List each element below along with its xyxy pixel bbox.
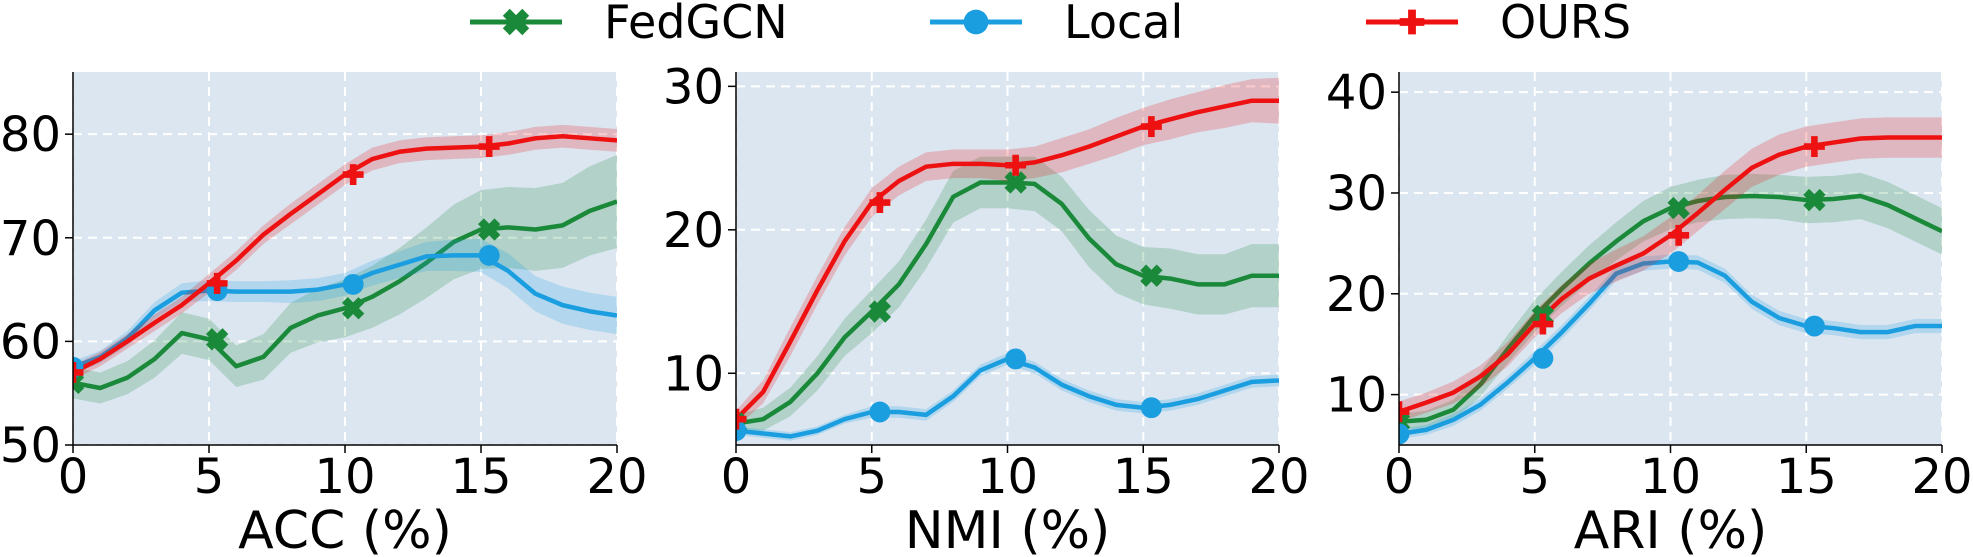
x-tick-label: 5 xyxy=(1519,449,1550,505)
y-tick-label: 40 xyxy=(1326,65,1387,121)
chart-panel-3: 0 5 10 15 20 10 20 30 40 ARI (%) xyxy=(1326,65,1973,557)
y-tick-label: 10 xyxy=(1326,368,1387,424)
point-local xyxy=(1532,347,1554,369)
point-fedgcn xyxy=(205,328,229,351)
point-local xyxy=(1399,423,1410,445)
legend-item-ours: OURS xyxy=(1366,0,1631,49)
line-fedgcn xyxy=(73,199,617,391)
series-group xyxy=(73,124,617,404)
x-axis-label: NMI (%) xyxy=(905,501,1111,557)
point-ours xyxy=(1532,313,1554,335)
chart-panel-1: 0 5 10 15 20 50 60 70 80 ACC (%) xyxy=(0,72,648,557)
legend-item-local: Local xyxy=(930,0,1183,49)
point-fedgcn xyxy=(1667,196,1690,220)
legend-label-ours: OURS xyxy=(1500,0,1631,49)
x-tick-label: 10 xyxy=(1640,449,1701,505)
point-fedgcn xyxy=(1004,171,1027,194)
x-tick-label: 10 xyxy=(977,449,1038,505)
y-tick-label: 30 xyxy=(663,59,724,115)
x-tick-label: 15 xyxy=(450,449,511,505)
point-local xyxy=(342,273,364,295)
point-fedgcn xyxy=(341,297,365,320)
point-ours xyxy=(1803,136,1825,158)
point-ours xyxy=(1668,224,1690,246)
point-local xyxy=(1803,315,1825,337)
y-tick-label: 80 xyxy=(0,107,61,163)
point-fedgcn xyxy=(868,300,892,323)
x-tick-label: 0 xyxy=(1384,449,1415,505)
x-tick-label: 20 xyxy=(586,449,647,505)
point-ours xyxy=(1140,116,1162,137)
point-ours xyxy=(869,192,891,213)
legend-label-fedgcn: FedGCN xyxy=(604,0,788,49)
x-axis-label: ACC (%) xyxy=(238,501,452,557)
point-ours xyxy=(736,408,747,430)
chart-panel-2: 0 5 10 15 20 10 20 30 NMI (%) xyxy=(663,59,1310,557)
x-tick-label: 20 xyxy=(1911,449,1972,505)
grid xyxy=(735,72,1280,445)
x-tick-label: 20 xyxy=(1248,449,1309,505)
y-tick-label: 10 xyxy=(663,346,724,402)
point-local xyxy=(1005,348,1027,370)
plus-marker-icon xyxy=(1399,9,1425,35)
point-ours xyxy=(478,136,500,158)
point-fedgcn xyxy=(1140,264,1163,287)
x-tick-label: 10 xyxy=(314,449,375,505)
x-tick-label: 5 xyxy=(194,449,225,505)
legend-label-local: Local xyxy=(1064,0,1183,49)
x-tick-label: 5 xyxy=(856,449,887,505)
point-ours xyxy=(1005,154,1027,176)
series-group xyxy=(1399,117,1942,445)
point-ours xyxy=(1399,401,1410,423)
circle-marker-icon xyxy=(963,9,989,35)
y-tick-label: 50 xyxy=(0,418,61,474)
point-local xyxy=(478,244,500,266)
legend: FedGCN Local OURS xyxy=(470,0,1631,49)
y-tick-label: 60 xyxy=(0,314,61,370)
point-local xyxy=(1140,397,1162,419)
band-fedgcn xyxy=(1399,172,1942,430)
point-ours xyxy=(73,362,84,383)
point-ours xyxy=(342,164,364,186)
band-ours xyxy=(736,77,1279,428)
x-marker-icon xyxy=(502,8,530,36)
series-group xyxy=(736,77,1279,442)
y-tick-label: 30 xyxy=(1326,166,1387,222)
point-local xyxy=(1668,251,1690,272)
point-fedgcn xyxy=(73,371,85,394)
y-tick-label: 20 xyxy=(663,203,724,259)
point-fedgcn xyxy=(1803,188,1826,212)
y-tick-label: 70 xyxy=(0,211,61,267)
point-ours xyxy=(206,272,228,294)
line-fedgcn xyxy=(1399,193,1942,425)
x-axis-label: ARI (%) xyxy=(1574,501,1768,557)
x-tick-label: 15 xyxy=(1776,449,1837,505)
point-fedgcn xyxy=(477,218,501,241)
x-tick-label: 15 xyxy=(1113,449,1174,505)
x-tick-label: 0 xyxy=(58,449,89,505)
x-tick-label: 0 xyxy=(721,449,752,505)
legend-item-fedgcn: FedGCN xyxy=(470,0,788,49)
y-tick-label: 20 xyxy=(1326,267,1387,323)
point-local xyxy=(869,401,891,423)
line-fedgcn xyxy=(736,180,1279,426)
